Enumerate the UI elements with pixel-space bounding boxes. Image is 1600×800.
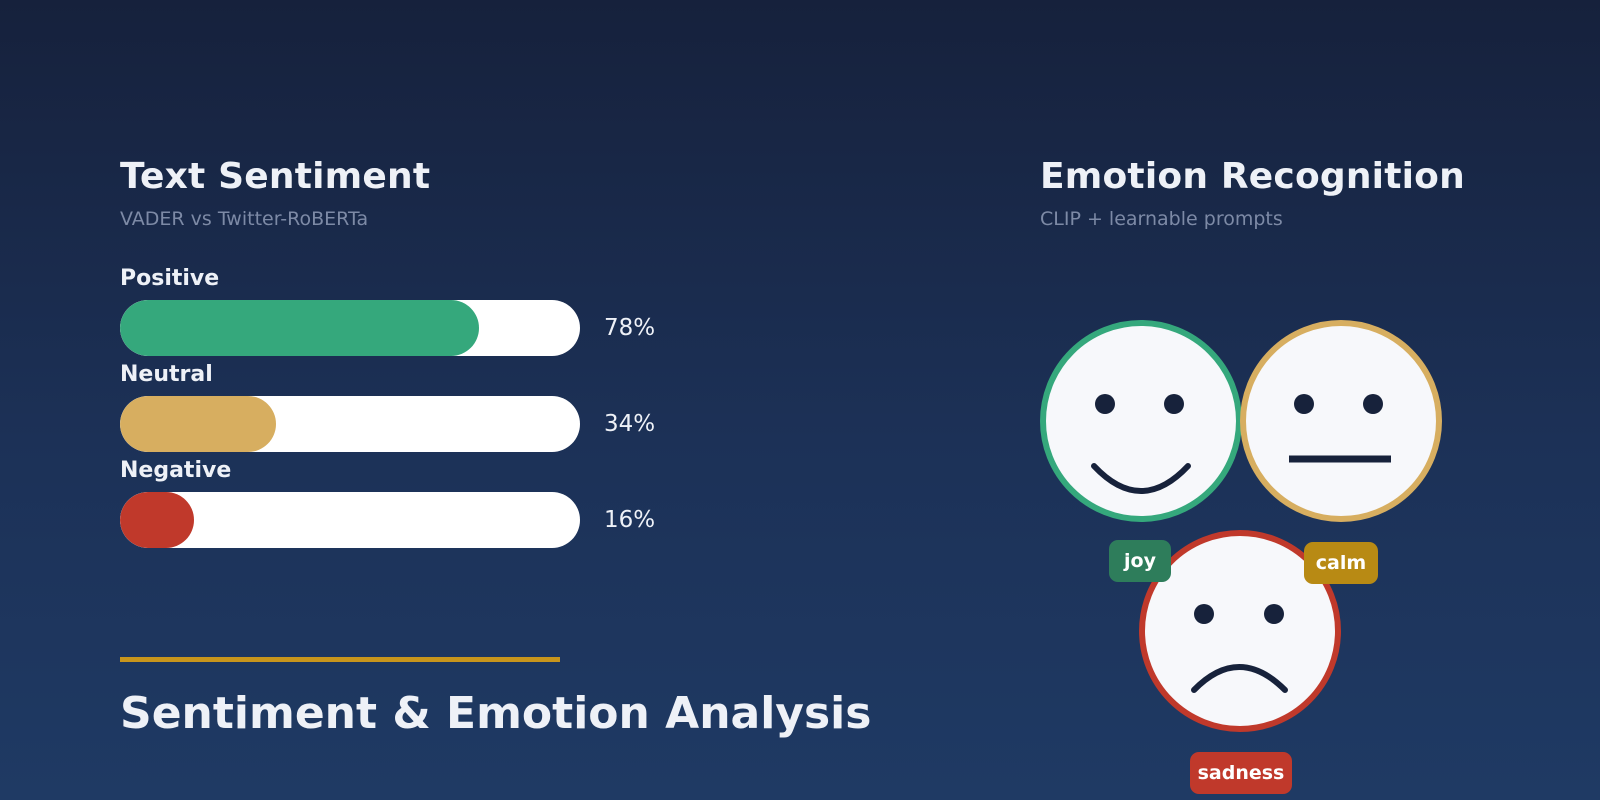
emotion-subtitle: CLIP + learnable prompts: [1040, 208, 1283, 230]
bar-fill-neutral: [120, 396, 277, 452]
bar-track-negative: [120, 492, 580, 548]
bar-value-negative: 16%: [604, 507, 656, 533]
bar-value-neutral: 34%: [604, 411, 656, 437]
bar-label-positive: Positive: [120, 266, 220, 291]
neutral-face-icon: [1240, 320, 1442, 522]
sad-face-icon: [1139, 530, 1341, 732]
emotion-title: Emotion Recognition: [1040, 156, 1465, 197]
sentiment-title: Text Sentiment: [120, 156, 431, 197]
bar-label-negative: Negative: [120, 458, 232, 483]
accent-rule: [120, 657, 560, 662]
bar-track-neutral: [120, 396, 580, 452]
bar-value-positive: 78%: [604, 315, 656, 341]
bar-label-neutral: Neutral: [120, 362, 213, 387]
happy-face-icon: [1040, 320, 1242, 522]
emotion-tag-calm: calm: [1304, 542, 1378, 584]
page-title: Sentiment & Emotion Analysis: [120, 688, 872, 739]
bar-fill-negative: [120, 492, 194, 548]
emotion-tag-joy: joy: [1109, 540, 1171, 582]
sentiment-subtitle: VADER vs Twitter-RoBERTa: [120, 208, 369, 230]
bar-track-positive: [120, 300, 580, 356]
emotion-tag-sadness: sadness: [1190, 752, 1292, 794]
bar-fill-positive: [120, 300, 479, 356]
